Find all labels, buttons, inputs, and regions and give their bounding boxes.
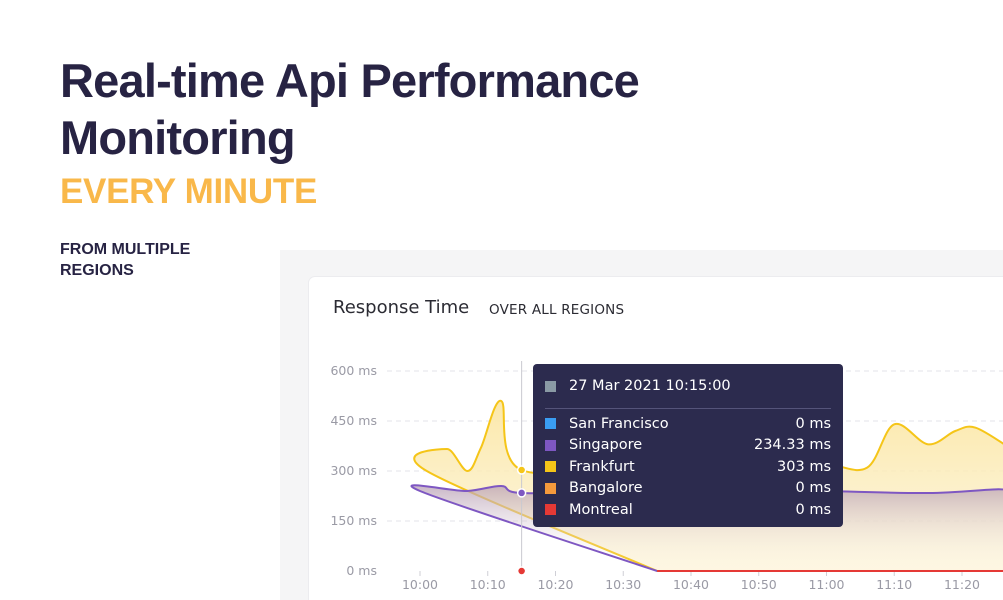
series-value: 0 ms: [795, 415, 831, 432]
x-tick-label: 11:10: [876, 577, 912, 592]
series-value: 234.33 ms: [753, 437, 831, 454]
card-scope-label[interactable]: OVER ALL REGIONS: [489, 302, 625, 318]
series-swatch: [545, 418, 556, 430]
hover-marker: [516, 465, 527, 475]
tooltip-time: 27 Mar 2021 10:15:00: [569, 378, 731, 394]
x-tick-label: 11:00: [808, 577, 844, 592]
y-tick-label: 600 ms: [330, 363, 377, 378]
series-swatch: [545, 439, 556, 451]
tooltip-row: San Francisco 0 ms: [545, 413, 831, 435]
hover-marker: [516, 488, 527, 498]
y-tick-label: 150 ms: [330, 513, 377, 528]
tooltip-row: Montreal 0 ms: [545, 499, 831, 521]
time-swatch: [545, 380, 556, 392]
series-swatch: [545, 504, 556, 516]
x-tick-label: 10:50: [741, 577, 777, 592]
hover-marker: [516, 566, 527, 576]
series-name: San Francisco: [569, 415, 669, 432]
y-tick-label: 0 ms: [346, 563, 377, 578]
series-name: Montreal: [569, 501, 633, 518]
regions-note: FROM MULTIPLE REGIONS: [60, 241, 191, 279]
x-tick-label: 10:20: [537, 577, 573, 592]
series-name: Bangalore: [569, 480, 643, 497]
series-swatch: [545, 461, 556, 473]
chart-tooltip: 27 Mar 2021 10:15:00 San Francisco 0 ms …: [533, 364, 843, 527]
series-name: Singapore: [569, 437, 643, 454]
x-tick-label: 10:00: [402, 577, 438, 592]
tooltip-header: 27 Mar 2021 10:15:00: [545, 364, 831, 409]
card-title: Response Time: [333, 297, 470, 318]
page-subtitle: EVERY MINUTE: [60, 172, 318, 211]
series-value: 0 ms: [795, 480, 831, 497]
tooltip-row: Frankfurt 303 ms: [545, 456, 831, 478]
x-tick-label: 10:10: [470, 577, 506, 592]
series-swatch: [545, 482, 556, 494]
x-tick-label: 10:40: [673, 577, 709, 592]
tooltip-row: Singapore 234.33 ms: [545, 435, 831, 457]
x-tick-label: 10:30: [605, 577, 641, 592]
series-value: 0 ms: [795, 501, 831, 518]
x-tick-label: 11:20: [944, 577, 980, 592]
page-title: Real-time Api Performance Monitoring: [60, 54, 640, 164]
y-tick-label: 450 ms: [330, 413, 377, 428]
y-tick-label: 300 ms: [330, 463, 377, 478]
tooltip-row: Bangalore 0 ms: [545, 478, 831, 500]
series-value: 303 ms: [777, 458, 831, 475]
series-name: Frankfurt: [569, 458, 635, 475]
